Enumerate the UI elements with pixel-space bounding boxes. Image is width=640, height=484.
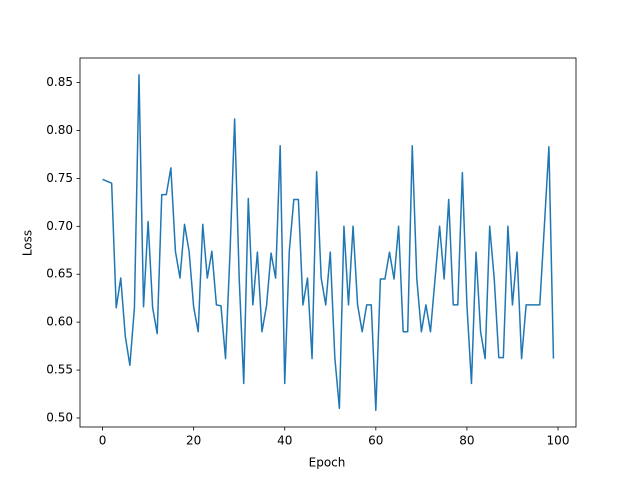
plot-frame	[79, 57, 577, 428]
x-tick-label: 0	[99, 434, 107, 448]
x-tick-label: 20	[186, 434, 201, 448]
loss-line	[102, 74, 555, 412]
y-tick-label: 0.50	[46, 410, 73, 424]
x-tick-label: 100	[547, 434, 570, 448]
y-tick-label: 0.65	[46, 267, 73, 281]
y-tick-label: 0.75	[46, 171, 73, 185]
x-tick-label: 80	[459, 434, 474, 448]
y-tick-label: 0.70	[46, 219, 73, 233]
x-tick-label: 40	[277, 434, 292, 448]
y-tick-label: 0.55	[46, 363, 73, 377]
y-tick-label: 0.60	[46, 315, 73, 329]
y-tick-label: 0.80	[46, 123, 73, 137]
y-tick-label: 0.85	[46, 75, 73, 89]
y-axis-label: Loss	[21, 230, 35, 256]
x-axis-label: Epoch	[309, 456, 346, 470]
x-tick-label: 60	[368, 434, 383, 448]
